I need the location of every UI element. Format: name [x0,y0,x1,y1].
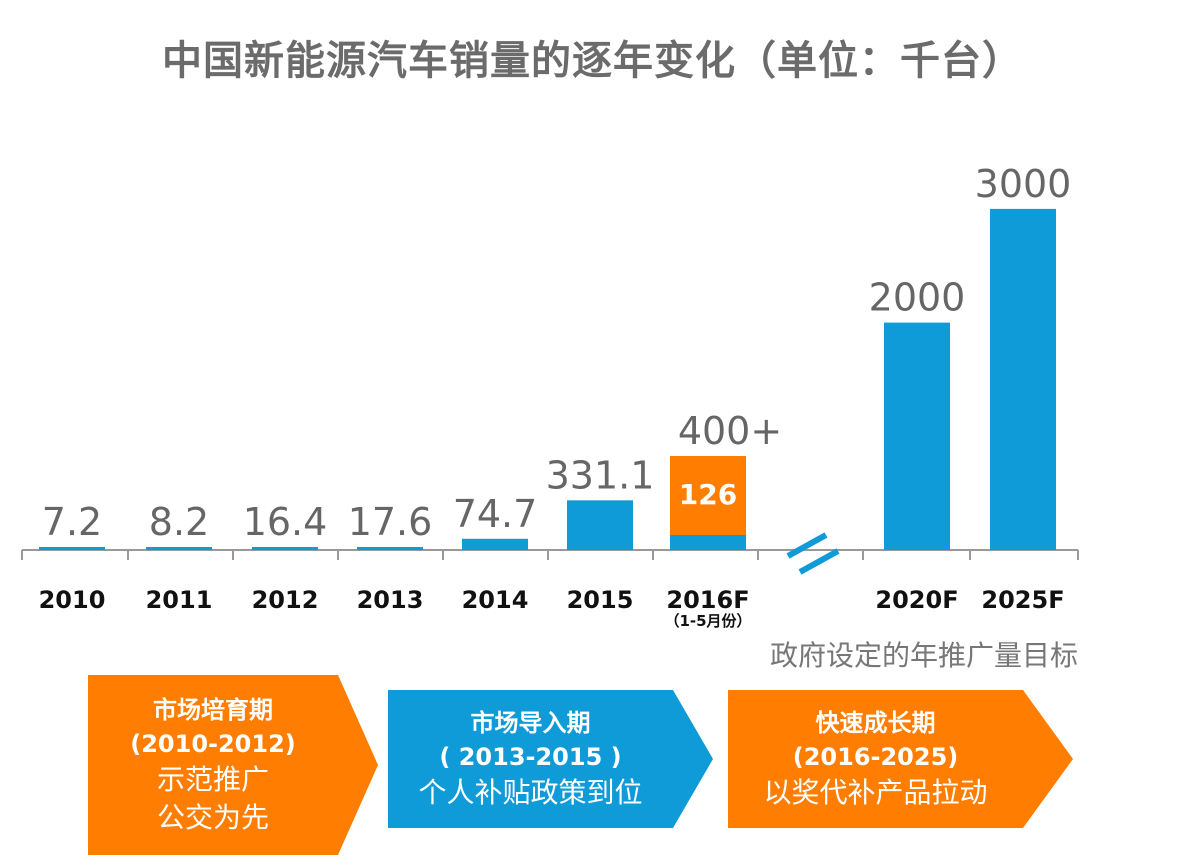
bar-partial [670,535,746,550]
x-tick-label: 2025F [981,586,1064,614]
axis-break-mark [786,532,828,559]
phase-arrow: 快速成长期 (2016-2025) 以奖代补产品拉动 [728,690,1073,828]
bar [357,547,423,550]
phase-desc: 示范推广 [156,763,269,796]
phase-desc: 公交为先 [156,801,269,834]
x-tick-label: 2011 [146,586,213,614]
phase-desc: 以奖代补产品拉动 [763,776,988,809]
x-tick-label: 2016F [666,586,749,614]
data-label: 400+ [678,409,782,453]
bar-forecast [670,456,746,550]
x-sub-label: （1-5月份） [664,612,751,630]
bar [884,322,950,550]
data-label: 2000 [869,276,966,320]
axis-break-mark [798,548,840,575]
annotation: 政府设定的年推广量目标 [770,639,1079,672]
bar [146,547,212,550]
data-label: 17.6 [348,500,433,544]
x-tick-label: 2020F [875,586,958,614]
phase-years: (2016-2025) [792,743,959,771]
phase-years: ( 2013-2015 ) [439,743,622,771]
bar [462,538,528,550]
phase-years: (2010-2012) [130,730,296,758]
data-label: 331.1 [546,453,655,497]
data-label: 74.7 [453,492,538,536]
data-label: 16.4 [243,500,328,544]
data-label: 3000 [975,162,1072,206]
bar [567,500,633,550]
phase-title: 市场培育期 [153,696,273,724]
x-tick-label: 2015 [567,586,634,614]
partial-label: 126 [679,478,737,511]
data-label: 7.2 [42,500,102,544]
x-tick-label: 2013 [357,586,424,614]
chart-title: 中国新能源汽车销量的逐年变化（单位：千台） [162,38,1023,84]
phase-desc: 个人补贴政策到位 [418,776,643,809]
bar [990,208,1056,550]
phase-arrow: 市场培育期 (2010-2012) 示范推广公交为先 [88,675,378,855]
x-tick-label: 2014 [462,586,529,614]
data-label: 8.2 [149,500,209,544]
phase-title: 快速成长期 [815,709,936,737]
phase-arrow: 市场导入期 ( 2013-2015 ) 个人补贴政策到位 [388,690,713,828]
bar [39,547,105,550]
x-tick-label: 2012 [252,586,319,614]
x-tick-label: 2010 [39,586,106,614]
phase-title: 市场导入期 [470,709,591,737]
bar [252,547,318,550]
